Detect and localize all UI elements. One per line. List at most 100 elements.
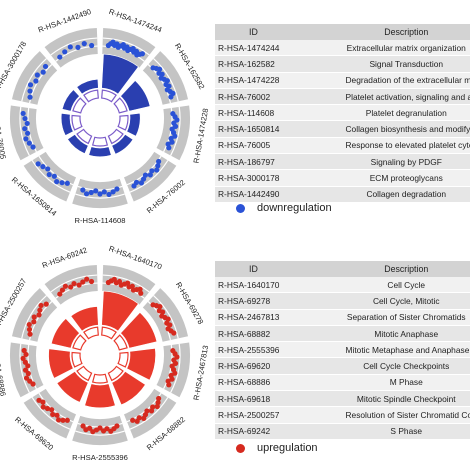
pathway-id: R-HSA-76002 [215,88,343,106]
gene-dot [23,351,29,358]
gene-dot [137,286,143,292]
track-gridline [102,282,145,299]
upregulation-panel: R-HSA-1640170 R-HSA-69278 R-HSA-2467813 R-H… [0,237,474,474]
gene-dot [168,94,174,100]
term-label: R-HSA-76005 [0,112,8,160]
term-bar [120,311,158,349]
gene-dot [83,427,89,433]
term-bar [50,318,80,349]
gene-dot [131,183,137,189]
track-gridline [147,64,172,104]
table-row: R-HSA-1442490 Collagen degradation [215,186,470,203]
pathway-description: Cell Cycle Checkpoints [342,357,470,375]
pathway-description: S Phase [342,423,470,440]
inner-ring-segment [83,89,99,103]
gene-dot [26,321,32,328]
gene-dot [54,179,60,185]
gene-dot [134,418,140,424]
gene-dot [130,417,136,423]
inner-ring-segment [71,114,83,131]
table-row: R-HSA-69278 Cell Cycle, Mitotic [215,292,470,310]
pathway-description: Signaling by PDGF [342,153,470,171]
track-gridline [31,160,71,193]
gene-dot [169,139,175,145]
gene-dot [30,144,36,150]
gene-dot [68,284,74,290]
gene-dot [155,399,161,406]
gene-dot [100,428,107,434]
gene-dot [108,428,114,434]
pathway-description: Signal Transduction [342,55,470,73]
gene-dot [51,173,57,179]
track-gridline [153,295,179,339]
gene-dot [35,161,41,167]
gene-dot [22,359,28,365]
gene-dot [54,412,60,418]
gene-dot [24,130,31,136]
gene-dot [172,133,178,139]
pathway-id: R-HSA-69620 [215,357,343,375]
inner-ring-segment [107,128,124,145]
gene-dot [88,189,94,196]
track-gridline [19,106,30,156]
pathway-table-downregulation: ID Description R-HSA-1474244 Extracellula… [215,24,470,203]
pathway-id: R-HSA-68886 [215,374,343,392]
gene-dot [27,94,33,100]
pathway-id: R-HSA-1640170 [215,277,343,294]
gene-dot [81,41,87,47]
gene-dot [45,166,51,172]
track-gridline [102,37,150,56]
circular-plot-downregulation: R-HSA-1474244R-HSA-162582R-HSA-1474228R-… [0,7,210,225]
gene-dot [64,417,70,423]
gene-dot [142,172,149,178]
gene-dot [156,395,162,402]
gene-dot [90,429,96,435]
gene-dot [156,66,163,72]
gene-dot [20,355,26,362]
pathway-description: ECM proteoglycans [342,169,470,187]
pathway-description: Response to elevated platelet cytosolic … [342,137,470,155]
table-row: R-HSA-76002 Platelet activation, signalin… [215,88,470,106]
track-gridline [55,45,98,62]
term-bar [126,112,141,137]
gene-dot [26,140,32,146]
pathway-id: R-HSA-186797 [215,153,343,171]
gene-dot [159,71,165,77]
gene-dot [101,189,107,195]
gene-dot [31,314,37,320]
track-gridline [77,185,123,191]
track-gridline [147,301,172,341]
inner-ring-segment [107,365,124,382]
pathway-id: R-HSA-2467813 [215,309,343,326]
gene-dot [50,411,56,418]
inner-ring-segment [101,89,117,103]
gene-dot [80,187,86,193]
gene-dot [36,312,42,318]
column-header-id: ID [215,24,343,40]
table-row: R-HSA-2500257 Resolution of Sister Chroma… [215,406,470,424]
gene-dot [110,189,116,195]
legend-upregulation: upregulation [236,442,318,454]
legend-dot-icon [236,443,245,453]
gene-dot [67,44,73,50]
term-label: R-HSA-2555396 [72,453,128,462]
pathway-description: Collagen biosynthesis and modifying enzy… [342,120,470,138]
gene-dot [93,188,99,194]
table-header-row: ID Description [215,261,470,277]
gene-dot [24,120,30,127]
track-gridline [102,274,150,293]
gene-dot [160,309,166,315]
pathway-description: Cell Cycle, Mitotic [342,292,470,310]
gene-dot [40,164,46,170]
gene-dot [166,145,172,151]
gene-dot [38,302,44,309]
gene-dot [114,186,120,192]
gene-dot [62,49,68,55]
gene-dot [27,88,33,94]
table-row: R-HSA-1474244 Extracellular matrix organi… [215,40,470,57]
pathway-description: Resolution of Sister Chromatid Cohesion [342,406,470,424]
term-bar [60,113,74,136]
gene-dot [26,326,33,333]
gene-dot [20,110,26,117]
gene-dot [22,126,28,132]
